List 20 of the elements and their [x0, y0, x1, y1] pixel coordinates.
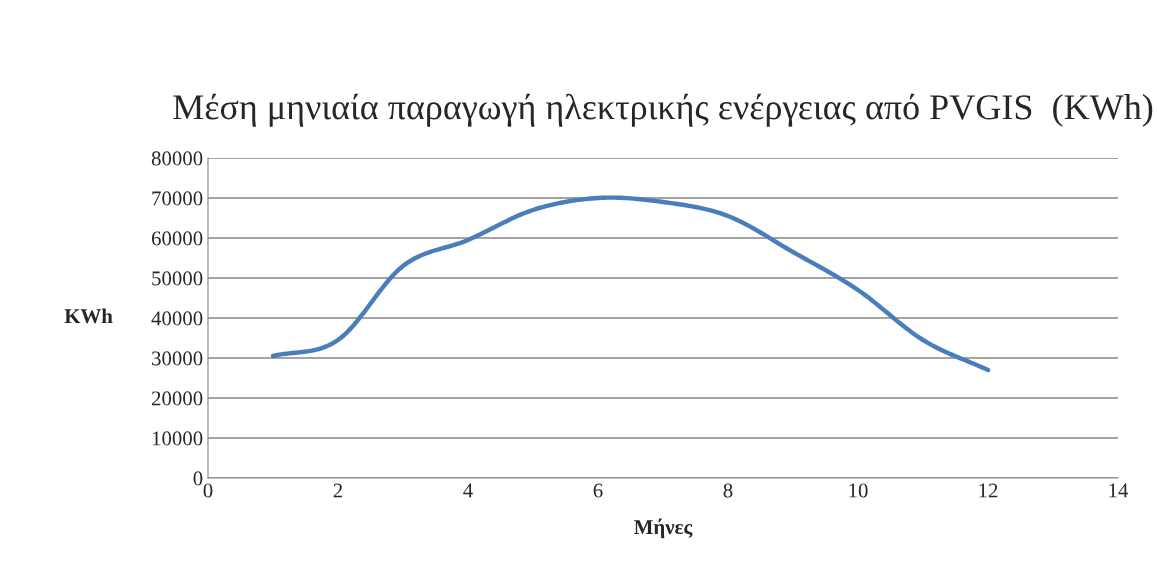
y-axis-title: KWh	[64, 308, 113, 324]
x-tick-label: 4	[463, 483, 473, 498]
y-tick-label: 40000	[151, 311, 203, 326]
x-tick-label: 2	[333, 483, 343, 498]
x-axis-title: Μήνες	[634, 518, 693, 539]
y-tick-label: 0	[193, 471, 203, 486]
y-tick-label: 80000	[151, 151, 203, 166]
chart-title: Μέση μηνιαία παραγωγή ηλεκτρικής ενέργειας από PVGIS (KWh)	[173, 93, 1153, 127]
x-tick-label: 12	[979, 483, 998, 498]
y-tick-label: 60000	[151, 231, 203, 246]
y-tick-label: 70000	[152, 191, 203, 206]
x-tick-label: 14	[1109, 483, 1129, 498]
y-tick-label: 10000	[152, 431, 203, 446]
x-tick-label: 8	[723, 483, 733, 498]
x-tick-label: 6	[593, 483, 603, 498]
x-tick-label: 0	[203, 483, 213, 498]
x-tick-label: 10	[849, 483, 868, 498]
y-tick-label: 20000	[151, 391, 203, 406]
y-tick-label: 30000	[152, 351, 203, 366]
y-tick-label: 50000	[152, 271, 203, 286]
